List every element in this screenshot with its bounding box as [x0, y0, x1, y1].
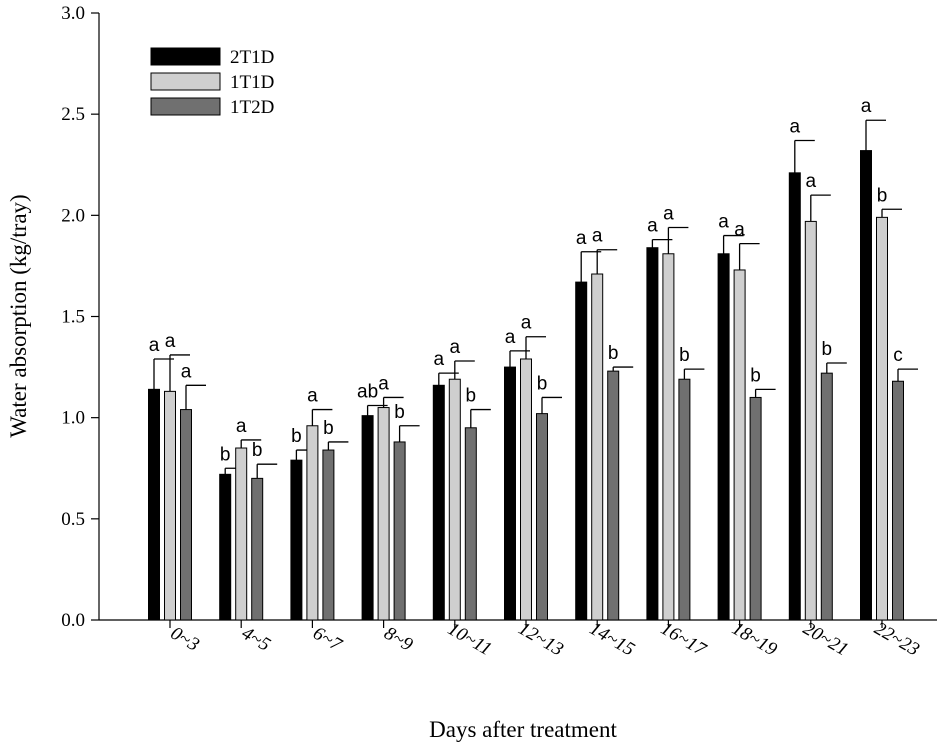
x-tick-label: 12~13 — [515, 618, 567, 660]
significance-label: b — [537, 373, 548, 394]
x-tick-label: 0~3 — [167, 623, 203, 656]
significance-label: a — [236, 416, 247, 437]
x-axis-title: Days after treatment — [429, 717, 617, 742]
bar-2T1D-1 — [219, 473, 232, 621]
significance-label: b — [291, 426, 302, 447]
bar-1T2D-1 — [251, 477, 264, 621]
bar-2T1D-3 — [361, 415, 374, 621]
bar-2T1D-2 — [290, 459, 303, 621]
legend-swatch-1T2D — [150, 97, 221, 116]
bar-1T2D-8 — [749, 396, 762, 621]
significance-label: a — [861, 96, 872, 117]
bar-2T1D-5 — [504, 366, 516, 621]
significance-label: b — [679, 345, 690, 366]
bar-1T2D-5 — [536, 413, 548, 621]
significance-label: a — [663, 203, 674, 224]
bar-1T2D-3 — [393, 441, 406, 621]
bar-1T1D-4 — [448, 378, 461, 621]
bar-1T2D-2 — [322, 449, 335, 621]
y-tick-label: 0.5 — [61, 509, 85, 530]
bar-1T1D-3 — [377, 407, 390, 621]
legend-label: 2T1D — [230, 47, 274, 68]
x-tick-label: 20~21 — [799, 618, 851, 660]
significance-label: a — [378, 373, 389, 394]
significance-label: a — [806, 171, 817, 192]
bar-1T1D-6 — [591, 273, 604, 621]
bar-1T2D-6 — [607, 370, 620, 621]
legend: 2T1D 1T1D 1T2D — [150, 47, 274, 118]
bar-1T1D-9 — [804, 220, 817, 621]
significance-label: a — [149, 335, 160, 356]
bar-1T1D-7 — [662, 253, 675, 621]
significance-label: b — [252, 440, 263, 461]
x-tick-label: 4~5 — [238, 623, 274, 656]
significance-label: a — [307, 386, 318, 407]
bar-1T1D-1 — [235, 447, 248, 621]
bar-1T1D-5 — [520, 358, 532, 621]
bar-1T1D-10 — [876, 216, 888, 621]
y-tick-label: 2.5 — [61, 104, 85, 125]
x-tick-label: 14~15 — [586, 618, 638, 660]
y-tick-label: 3.0 — [61, 3, 85, 24]
bar-1T2D-0 — [180, 409, 192, 621]
significance-label: a — [790, 116, 801, 137]
y-axis-title: Water absorption (kg/tray) — [6, 194, 31, 437]
bar-2T1D-4 — [432, 384, 445, 621]
significance-label: a — [647, 216, 658, 237]
bar-2T1D-0 — [148, 388, 160, 621]
significance-label: b — [877, 185, 888, 206]
bar-2T1D-7 — [646, 247, 659, 621]
bar-1T1D-2 — [306, 425, 319, 621]
x-tick-label: 10~11 — [444, 618, 495, 660]
significance-label: b — [822, 339, 833, 360]
significance-label: c — [893, 345, 903, 366]
significance-label: b — [323, 418, 334, 439]
y-tick-label: 2.0 — [61, 205, 85, 226]
significance-label: a — [734, 220, 745, 241]
significance-label: a — [718, 212, 729, 233]
x-tick-label: 6~7 — [309, 623, 346, 657]
significance-label: a — [576, 228, 587, 249]
significance-label: a — [181, 361, 192, 382]
y-tick-label: 1.5 — [61, 307, 85, 328]
x-tick-label: 16~17 — [657, 618, 711, 661]
bar-2T1D-6 — [575, 281, 588, 621]
bar-2T1D-10 — [860, 150, 872, 621]
legend-label: 1T1D — [230, 72, 274, 93]
legend-swatch-1T1D — [150, 72, 221, 91]
significance-label: a — [434, 349, 445, 370]
bar-2T1D-8 — [717, 253, 730, 621]
significance-label: a — [592, 226, 603, 247]
bar-1T1D-8 — [733, 269, 746, 621]
significance-label: a — [450, 337, 461, 358]
legend-swatch-2T1D — [150, 47, 221, 66]
legend-label: 1T2D — [230, 97, 274, 118]
significance-label: b — [466, 386, 477, 407]
bar-1T2D-4 — [464, 427, 477, 621]
x-axis: 0~3 4~5 6~7 8~9 10~11 12~13 14~15 16~17 18~19 20~… — [99, 618, 937, 661]
bar-1T2D-9 — [820, 372, 833, 621]
significance-label: b — [750, 365, 761, 386]
x-tick-label: 18~19 — [728, 618, 781, 661]
bar-1T2D-10 — [892, 380, 904, 621]
y-axis: 0.0 0.5 1.0 1.5 2.0 2.5 3.0 — [61, 3, 100, 631]
y-tick-label: 1.0 — [61, 408, 85, 429]
bar-1T1D-0 — [164, 390, 176, 621]
significance-label: a — [521, 313, 532, 334]
bar-1T2D-7 — [678, 378, 691, 621]
significance-label: ab — [357, 382, 378, 403]
x-tick-label: 22~23 — [871, 618, 923, 660]
y-tick-label: 0.0 — [61, 610, 85, 631]
x-tick-label: 8~9 — [380, 623, 416, 656]
significance-label: a — [505, 327, 516, 348]
bar-2T1D-9 — [788, 172, 801, 621]
significance-label: b — [394, 402, 405, 423]
significance-label: b — [608, 343, 619, 364]
significance-label: b — [220, 444, 231, 465]
significance-label: a — [165, 331, 176, 352]
